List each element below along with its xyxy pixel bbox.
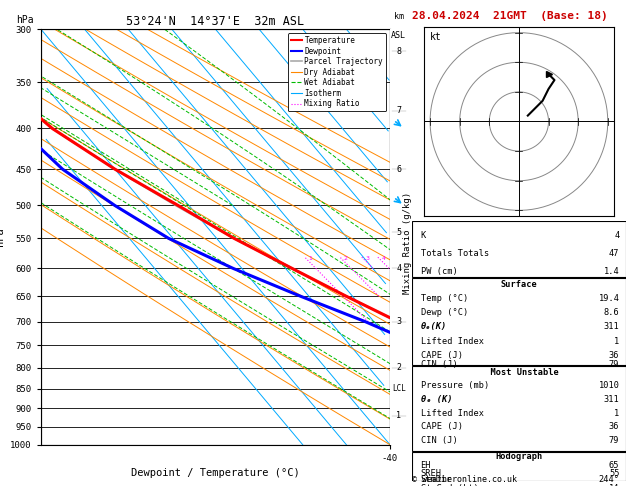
Text: Dewp (°C): Dewp (°C) [421, 308, 468, 317]
Text: 36: 36 [609, 351, 620, 360]
Text: 1: 1 [614, 409, 620, 417]
Text: © weatheronline.co.uk: © weatheronline.co.uk [412, 474, 517, 484]
Text: CIN (J): CIN (J) [421, 436, 457, 445]
Text: 36: 36 [609, 422, 620, 431]
Text: Totals Totals: Totals Totals [421, 249, 489, 258]
Text: 19.4: 19.4 [598, 294, 620, 303]
Bar [412, 366, 626, 451]
Text: 4: 4 [381, 256, 385, 260]
Text: 2: 2 [343, 256, 347, 260]
Text: Temp (°C): Temp (°C) [421, 294, 468, 303]
Text: Mixing Ratio (g/kg): Mixing Ratio (g/kg) [403, 192, 412, 294]
Text: Most Unstable: Most Unstable [479, 368, 559, 377]
Bar [412, 278, 626, 365]
Text: 4: 4 [396, 264, 401, 273]
Text: ASL: ASL [391, 31, 406, 39]
Text: 8.6: 8.6 [604, 308, 620, 317]
Text: θₑ (K): θₑ (K) [421, 395, 452, 404]
Text: 311: 311 [604, 395, 620, 404]
Text: SREH: SREH [421, 469, 442, 478]
Text: 7: 7 [396, 106, 401, 115]
Text: 47: 47 [609, 249, 620, 258]
Text: 1.4: 1.4 [604, 266, 620, 276]
Text: EH: EH [421, 461, 431, 470]
Text: PW (cm): PW (cm) [421, 266, 457, 276]
Text: 311: 311 [604, 322, 620, 331]
Text: Pressure (mb): Pressure (mb) [421, 382, 489, 390]
Text: kt: kt [430, 33, 442, 42]
Bar [412, 221, 626, 277]
Text: km: km [394, 12, 404, 21]
Text: Lifted Index: Lifted Index [421, 337, 484, 346]
X-axis label: Dewpoint / Temperature (°C): Dewpoint / Temperature (°C) [131, 469, 300, 478]
Text: Hodograph: Hodograph [495, 452, 543, 461]
Text: Surface: Surface [501, 279, 537, 289]
Text: K: K [421, 231, 426, 240]
Y-axis label: hPa: hPa [0, 227, 5, 246]
Text: StmSpd (kt): StmSpd (kt) [421, 484, 478, 486]
Text: 79: 79 [609, 360, 620, 369]
Text: CIN (J): CIN (J) [421, 360, 457, 369]
Text: 79: 79 [609, 436, 620, 445]
Text: 28.04.2024  21GMT  (Base: 18): 28.04.2024 21GMT (Base: 18) [412, 11, 608, 21]
Text: 4: 4 [614, 231, 620, 240]
Text: 1: 1 [308, 256, 312, 260]
Text: 3: 3 [365, 256, 369, 260]
Text: Lifted Index: Lifted Index [421, 409, 484, 417]
Legend: Temperature, Dewpoint, Parcel Trajectory, Dry Adiabat, Wet Adiabat, Isotherm, Mi: Temperature, Dewpoint, Parcel Trajectory… [287, 33, 386, 111]
Text: 6: 6 [396, 165, 401, 174]
Text: 2: 2 [396, 363, 401, 372]
Text: θₑ(K): θₑ(K) [421, 322, 447, 331]
Text: 1: 1 [614, 337, 620, 346]
Text: 3: 3 [396, 317, 401, 326]
Text: 65: 65 [609, 461, 620, 470]
Title: 53°24'N  14°37'E  32m ASL: 53°24'N 14°37'E 32m ASL [126, 15, 304, 28]
Text: StmDir: StmDir [421, 475, 452, 485]
Text: 8: 8 [396, 47, 401, 56]
Text: 5: 5 [396, 227, 401, 237]
Text: CAPE (J): CAPE (J) [421, 351, 462, 360]
Text: 55: 55 [609, 469, 620, 478]
Text: 1: 1 [396, 412, 401, 420]
Text: 244°: 244° [598, 475, 620, 485]
Text: 1010: 1010 [598, 382, 620, 390]
Text: hPa: hPa [16, 15, 34, 25]
Text: CAPE (J): CAPE (J) [421, 422, 462, 431]
Bar [412, 452, 626, 481]
Text: 14: 14 [609, 484, 620, 486]
Text: LCL: LCL [392, 384, 406, 393]
